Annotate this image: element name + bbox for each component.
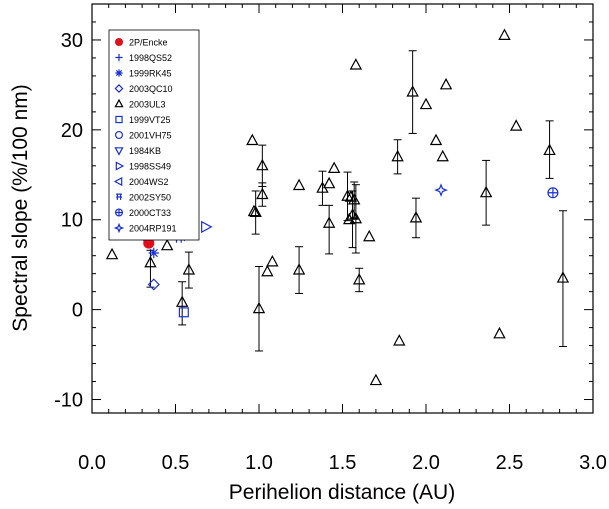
legend-label: 2002SY50 — [129, 193, 171, 203]
legend-marker — [114, 37, 124, 47]
y-axis: -10 0 10 20 30 — [54, 21, 593, 412]
legend-label: 2P/Encke — [129, 38, 168, 48]
legend-marker — [115, 53, 123, 62]
data-point — [201, 220, 213, 234]
data-point — [175, 295, 189, 307]
legend-marker — [113, 222, 125, 234]
legend-label: 1998SS49 — [129, 162, 171, 172]
x-tick-label: 2.5 — [496, 452, 524, 474]
legend-marker — [115, 161, 125, 171]
y-tick-label: -10 — [54, 390, 83, 412]
data-point — [261, 264, 274, 277]
data-point — [292, 178, 306, 191]
legend-label: 2004WS2 — [129, 177, 169, 187]
data-point — [247, 204, 261, 217]
data-point — [556, 271, 570, 283]
data-point — [391, 149, 404, 162]
legend-marker — [114, 98, 124, 108]
data-point — [352, 272, 366, 285]
data-point — [406, 85, 419, 97]
data-point — [341, 189, 354, 201]
data-point — [148, 247, 159, 259]
x-tick-label: 1.0 — [245, 452, 273, 474]
legend-label: 2004RP191 — [129, 224, 177, 234]
y-tick-label: 10 — [61, 210, 83, 232]
legend-marker — [115, 69, 123, 77]
x-tick-label: 1.5 — [329, 452, 357, 474]
data-point — [256, 158, 269, 171]
data-point — [322, 216, 336, 228]
data-point — [246, 133, 259, 146]
legend-marker — [114, 130, 124, 140]
legend-label: 2000CT33 — [129, 208, 171, 218]
data-point — [434, 183, 448, 197]
data-point — [349, 211, 363, 224]
data-point — [292, 263, 306, 275]
data-point — [419, 97, 433, 110]
legend-marker — [115, 115, 123, 124]
error-bars — [146, 50, 567, 352]
x-tick-label: 0.0 — [78, 452, 106, 474]
data-point — [144, 255, 157, 268]
legend-label: 2001VH75 — [129, 131, 172, 141]
data-point — [498, 28, 511, 40]
x-tick-label: 0.5 — [162, 452, 190, 474]
x-axis: 0.0 0.5 1.0 1.5 2.0 2.5 3.0 — [78, 4, 607, 474]
data-point — [547, 187, 559, 199]
legend-marker — [114, 147, 124, 156]
data-point — [393, 334, 406, 346]
data-point — [322, 176, 336, 189]
legend-label: 1998QS52 — [129, 53, 172, 63]
legend-label: 1999RK45 — [129, 69, 172, 79]
data-point — [436, 149, 449, 162]
data-point — [182, 263, 196, 275]
data-point — [369, 373, 383, 386]
y-tick-label: 0 — [72, 300, 83, 322]
data-point — [347, 192, 361, 205]
data-point — [363, 229, 376, 242]
legend-label: 2003QC10 — [129, 84, 173, 94]
data-point — [252, 301, 266, 314]
x-axis-label: Perihelion distance (AU) — [229, 481, 455, 504]
x-tick-label: 3.0 — [579, 452, 607, 474]
legend-marker — [114, 84, 124, 93]
data-point — [105, 247, 119, 260]
legend-label: 2003UL3 — [129, 100, 166, 110]
data-point — [249, 205, 262, 218]
legend: 2P/Encke 1998QS52 1999RK45 2003QC10 2003UL3 1… — [108, 29, 200, 241]
data-point — [160, 238, 174, 251]
y-tick-label: 30 — [61, 30, 83, 52]
data-point — [409, 210, 423, 223]
data-point — [543, 143, 556, 156]
data-point — [479, 185, 493, 198]
legend-label: 1984KB — [129, 146, 161, 156]
data-point — [349, 58, 363, 70]
data-point — [493, 326, 506, 339]
data-point — [327, 161, 341, 173]
legend-marker — [116, 193, 122, 200]
data-point — [429, 133, 443, 146]
data-point — [256, 187, 269, 200]
data-point — [178, 307, 189, 318]
data-point — [266, 255, 279, 267]
legend-box — [108, 29, 200, 241]
data-point — [147, 278, 160, 291]
data-point — [439, 77, 453, 90]
legend-label: 1999VT25 — [129, 115, 171, 125]
y-tick-label: 20 — [61, 120, 83, 142]
legend-marker — [113, 176, 123, 187]
legend-marker — [114, 208, 124, 217]
x-tick-label: 2.0 — [412, 452, 440, 474]
data-point — [509, 119, 523, 131]
y-axis-label: Spectral slope (%/100 nm) — [9, 84, 32, 331]
